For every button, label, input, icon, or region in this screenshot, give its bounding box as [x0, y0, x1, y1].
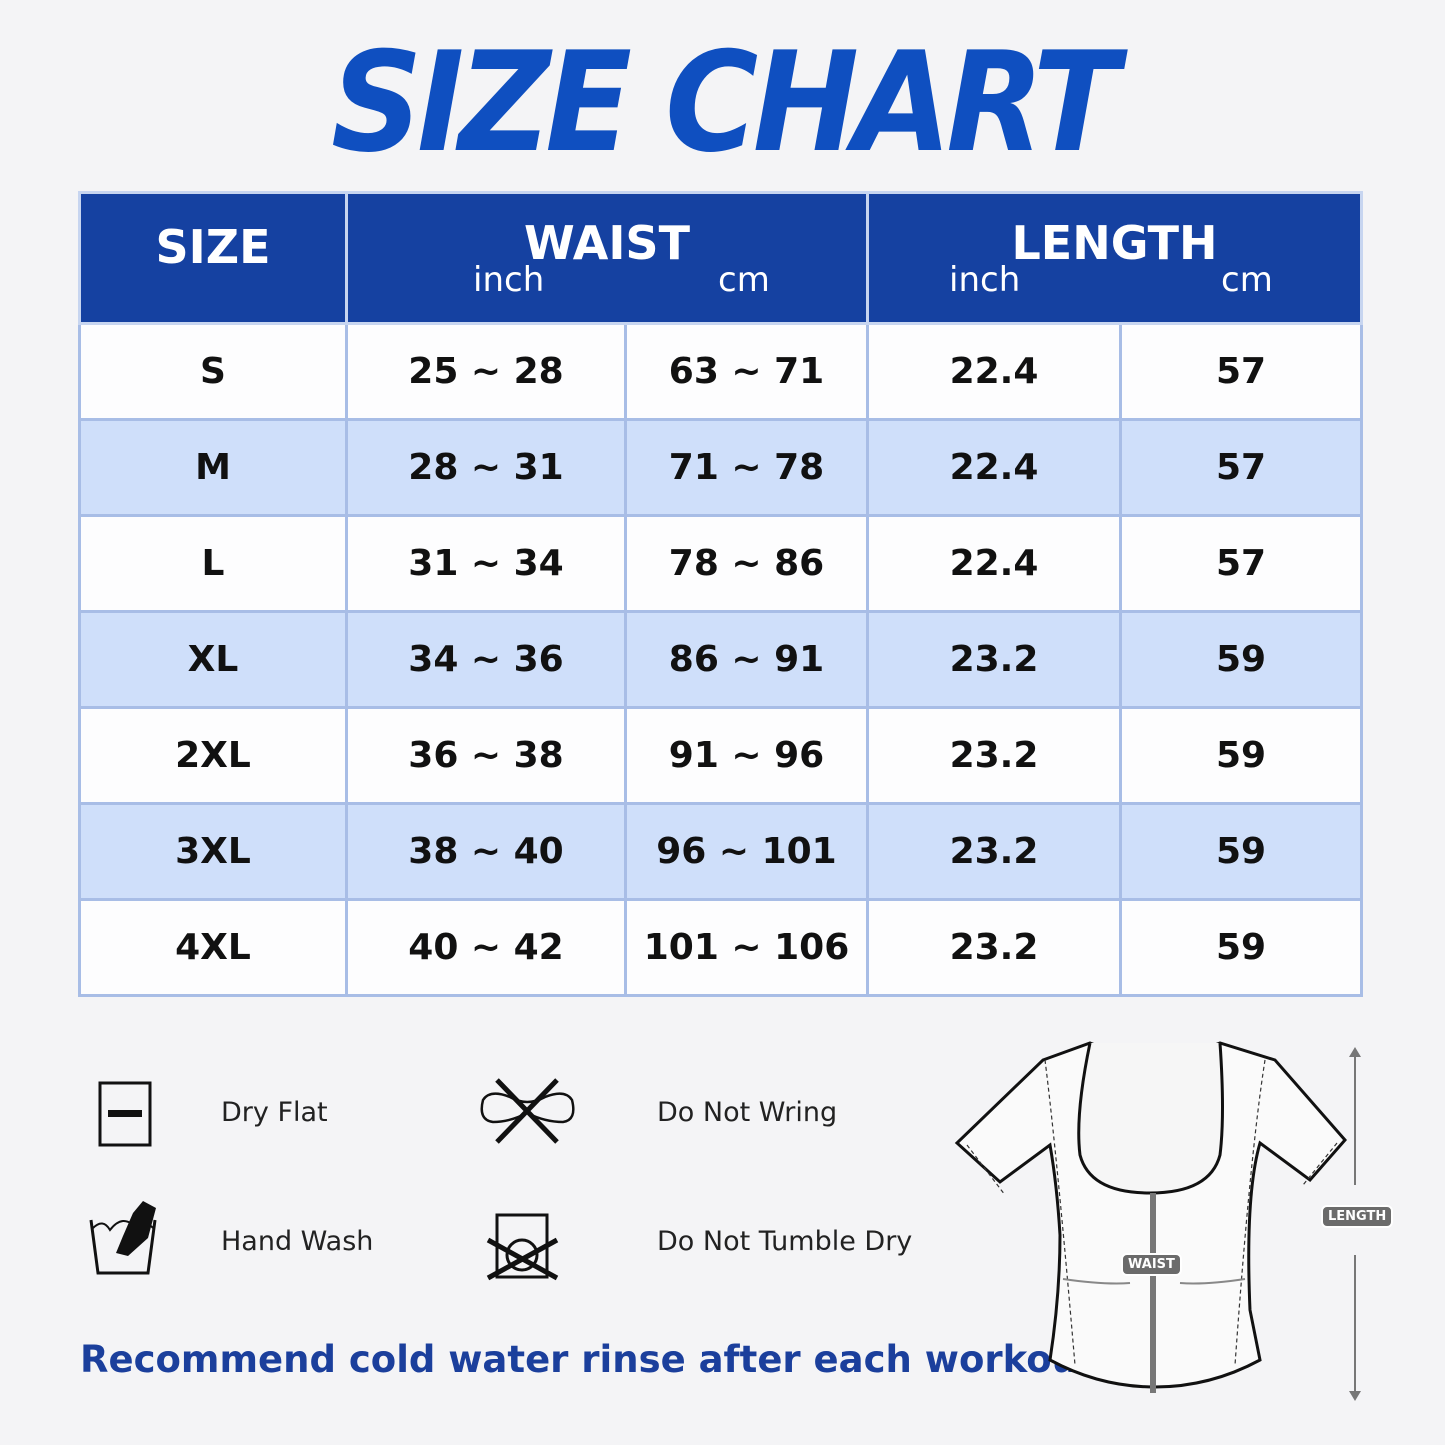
care-label-dry-flat: Dry Flat [221, 1097, 328, 1128]
table-row: 3XL 38 ~ 40 96 ~ 101 23.2 59 [78, 802, 1363, 901]
cell-size: 4XL [78, 898, 348, 997]
table-row: M 28 ~ 31 71 ~ 78 22.4 57 [78, 418, 1363, 517]
cell-length-cm: 57 [1119, 322, 1363, 421]
cell-length-inch: 22.4 [866, 322, 1122, 421]
cell-length-cm: 59 [1119, 802, 1363, 901]
cell-waist-cm: 63 ~ 71 [624, 322, 869, 421]
header-length: LENGTH inch cm [866, 191, 1363, 325]
page-title: SIZE CHART [331, 22, 1119, 183]
cell-waist-inch: 38 ~ 40 [345, 802, 627, 901]
cell-length-cm: 59 [1119, 706, 1363, 805]
care-label-hand-wash: Hand Wash [221, 1226, 374, 1257]
cell-size: L [78, 514, 348, 613]
waist-cm-label: cm [718, 260, 770, 300]
header-size: SIZE [78, 191, 348, 325]
cell-length-inch: 23.2 [866, 802, 1122, 901]
cell-waist-inch: 25 ~ 28 [345, 322, 627, 421]
cell-waist-cm: 86 ~ 91 [624, 610, 869, 709]
cell-waist-cm: 91 ~ 96 [624, 706, 869, 805]
cell-size: 3XL [78, 802, 348, 901]
cell-length-cm: 57 [1119, 514, 1363, 613]
cell-size: XL [78, 610, 348, 709]
dry-flat-icon [98, 1081, 152, 1147]
cell-waist-inch: 40 ~ 42 [345, 898, 627, 997]
cell-waist-inch: 28 ~ 31 [345, 418, 627, 517]
cell-waist-cm: 71 ~ 78 [624, 418, 869, 517]
size-table: SIZE WAIST inch cm LENGTH inch cm S 25 ~ … [78, 191, 1363, 997]
cell-size: M [78, 418, 348, 517]
garment-diagram [954, 1041, 1361, 1401]
cell-length-inch: 22.4 [866, 418, 1122, 517]
hand-wash-icon [89, 1201, 157, 1275]
care-label-do-not-wring: Do Not Wring [657, 1097, 838, 1128]
table-row: S 25 ~ 28 63 ~ 71 22.4 57 [78, 322, 1363, 421]
cell-waist-inch: 34 ~ 36 [345, 610, 627, 709]
cell-waist-cm: 96 ~ 101 [624, 802, 869, 901]
table-row: L 31 ~ 34 78 ~ 86 22.4 57 [78, 514, 1363, 613]
rinse-recommendation: Recommend cold water rinse after each wo… [80, 1338, 1110, 1381]
cell-waist-inch: 31 ~ 34 [345, 514, 627, 613]
cell-length-inch: 23.2 [866, 898, 1122, 997]
care-label-do-not-tumble-dry: Do Not Tumble Dry [657, 1226, 913, 1257]
cell-length-inch: 22.4 [866, 514, 1122, 613]
table-row: 4XL 40 ~ 42 101 ~ 106 23.2 59 [78, 898, 1363, 997]
cell-waist-inch: 36 ~ 38 [345, 706, 627, 805]
table-row: 2XL 36 ~ 38 91 ~ 96 23.2 59 [78, 706, 1363, 805]
cell-length-inch: 23.2 [866, 706, 1122, 805]
cell-length-cm: 57 [1119, 418, 1363, 517]
cell-length-cm: 59 [1119, 898, 1363, 997]
header-waist: WAIST inch cm [345, 191, 869, 325]
cell-length-inch: 23.2 [866, 610, 1122, 709]
cell-waist-cm: 101 ~ 106 [624, 898, 869, 997]
waist-inch-label: inch [473, 260, 545, 300]
waist-label: WAIST [1121, 1253, 1182, 1276]
do-not-wring-icon [480, 1078, 575, 1144]
table-row: XL 34 ~ 36 86 ~ 91 23.2 59 [78, 610, 1363, 709]
cell-size: 2XL [78, 706, 348, 805]
cell-waist-cm: 78 ~ 86 [624, 514, 869, 613]
cell-length-cm: 59 [1119, 610, 1363, 709]
length-inch-label: inch [949, 260, 1021, 300]
cell-size: S [78, 322, 348, 421]
length-label: LENGTH [1321, 1205, 1394, 1228]
do-not-tumble-dry-icon [486, 1213, 559, 1281]
length-cm-label: cm [1221, 260, 1273, 300]
